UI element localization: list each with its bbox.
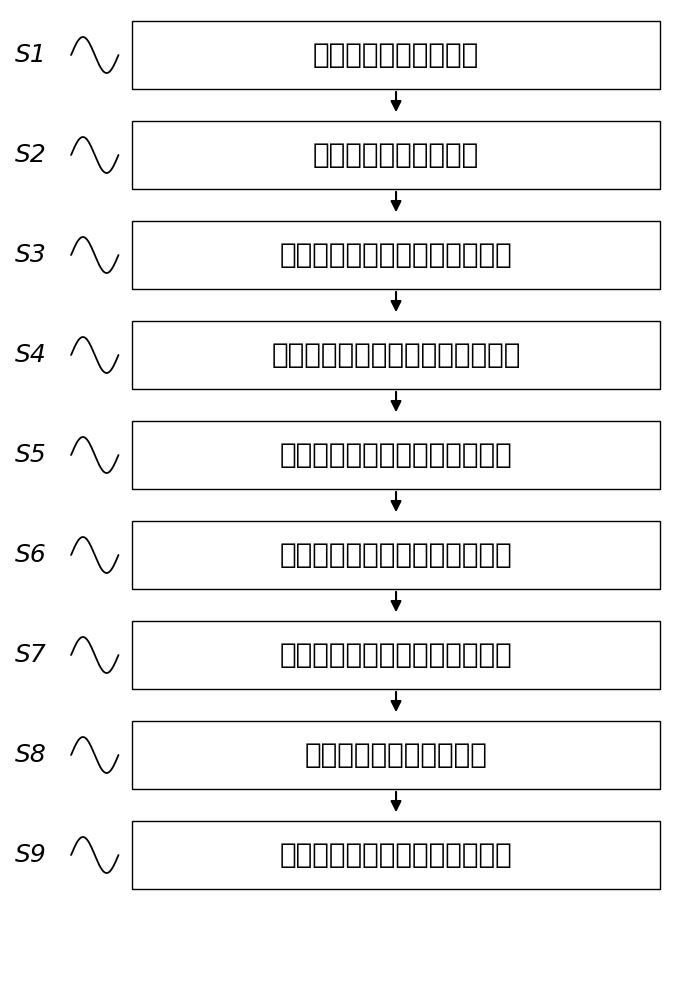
Text: 架模完成上部主次梁施工: 架模完成上部主次梁施工 <box>305 741 487 769</box>
Bar <box>132 21 660 89</box>
Bar <box>132 321 660 389</box>
Text: S7: S7 <box>15 643 46 667</box>
Text: 架模完成下部两侧斜板及次梁施工: 架模完成下部两侧斜板及次梁施工 <box>271 341 521 369</box>
Bar <box>132 521 660 589</box>
Text: 架模完成两侧高柱施工: 架模完成两侧高柱施工 <box>313 141 479 169</box>
Bar <box>132 621 660 689</box>
Text: S2: S2 <box>15 143 46 167</box>
Text: S5: S5 <box>15 443 46 467</box>
Text: 架模完成下部主次梁和底板施工: 架模完成下部主次梁和底板施工 <box>280 241 512 269</box>
Bar <box>132 721 660 789</box>
Text: 架模完成两侧边竖板下半段施工: 架模完成两侧边竖板下半段施工 <box>280 441 512 469</box>
Text: S4: S4 <box>15 343 46 367</box>
Bar <box>132 121 660 189</box>
Text: S8: S8 <box>15 743 46 767</box>
Bar <box>132 421 660 489</box>
Text: 定型后拆除临时支撑，施工完成: 定型后拆除临时支撑，施工完成 <box>280 841 512 869</box>
Text: S1: S1 <box>15 43 46 67</box>
Text: S6: S6 <box>15 543 46 567</box>
Bar <box>132 221 660 289</box>
Text: 架模完成上部侧斜板和顶板施工: 架模完成上部侧斜板和顶板施工 <box>280 641 512 669</box>
Text: S9: S9 <box>15 843 46 867</box>
Bar <box>132 821 660 889</box>
Text: 架模完成两侧边竖板上半段施工: 架模完成两侧边竖板上半段施工 <box>280 541 512 569</box>
Text: 架模完成下部立柱施工: 架模完成下部立柱施工 <box>313 41 479 69</box>
Text: S3: S3 <box>15 243 46 267</box>
